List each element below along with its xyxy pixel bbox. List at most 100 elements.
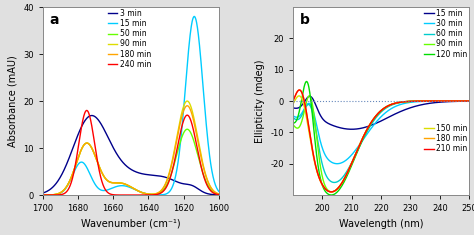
- 210 min: [297, 89, 302, 91]
- 90 min: [216, 193, 222, 196]
- 150 min: [395, 101, 401, 104]
- 180 min: [173, 146, 178, 149]
- Legend: 3 min, 15 min, 50 min, 90 min, 180 min, 240 min: 3 min, 15 min, 50 min, 90 min, 180 min, …: [108, 9, 151, 69]
- 50 min: [184, 128, 190, 131]
- Text: a: a: [50, 13, 59, 27]
- Legend: 150 min, 180 min, 210 min: 150 min, 180 min, 210 min: [424, 124, 467, 153]
- 180 min: [290, 99, 296, 102]
- 90 min: [336, 186, 342, 188]
- 240 min: [71, 171, 77, 174]
- 90 min: [409, 100, 414, 103]
- 240 min: [144, 194, 150, 196]
- 30 min: [394, 104, 400, 107]
- 150 min: [296, 94, 302, 97]
- 15 min: [119, 184, 125, 187]
- 15 min: [71, 171, 77, 174]
- 50 min: [157, 191, 163, 194]
- 120 min: [466, 100, 472, 102]
- 210 min: [466, 100, 472, 102]
- 15 min: [423, 102, 429, 105]
- 90 min: [85, 142, 91, 145]
- 90 min: [322, 183, 328, 186]
- 50 min: [216, 193, 222, 196]
- 15 min: [191, 15, 197, 18]
- 150 min: [423, 100, 429, 102]
- 210 min: [371, 118, 376, 121]
- 90 min: [371, 118, 376, 121]
- 50 min: [40, 194, 46, 196]
- 50 min: [173, 158, 178, 161]
- 60 min: [408, 100, 414, 103]
- 180 min: [328, 191, 334, 193]
- 30 min: [423, 100, 429, 103]
- 60 min: [290, 116, 296, 119]
- 240 min: [216, 193, 222, 196]
- 120 min: [328, 194, 334, 196]
- 240 min: [129, 194, 135, 196]
- 180 min: [371, 118, 376, 121]
- 3 min: [71, 144, 77, 147]
- 180 min: [409, 100, 414, 103]
- 150 min: [466, 100, 472, 102]
- 60 min: [466, 100, 472, 102]
- 150 min: [328, 191, 334, 193]
- 180 min: [119, 182, 125, 185]
- 210 min: [423, 100, 429, 102]
- Line: 180 min: 180 min: [43, 106, 219, 195]
- X-axis label: Wavelength (nm): Wavelength (nm): [339, 219, 423, 229]
- 15 min: [40, 194, 46, 196]
- 150 min: [290, 102, 296, 105]
- 30 min: [370, 125, 376, 127]
- Line: 90 min: 90 min: [293, 96, 469, 192]
- 150 min: [371, 118, 376, 121]
- 60 min: [394, 102, 400, 105]
- 30 min: [290, 114, 296, 117]
- Line: 90 min: 90 min: [43, 101, 219, 195]
- Line: 150 min: 150 min: [293, 96, 469, 192]
- 15 min: [395, 111, 401, 114]
- 90 min: [144, 192, 149, 195]
- 3 min: [144, 173, 150, 176]
- 210 min: [322, 186, 328, 189]
- 60 min: [370, 120, 376, 123]
- Line: 210 min: 210 min: [293, 90, 469, 192]
- 180 min: [466, 100, 472, 102]
- 3 min: [120, 161, 126, 164]
- 180 min: [297, 89, 302, 91]
- 180 min: [85, 142, 91, 145]
- 30 min: [466, 100, 472, 102]
- 60 min: [336, 180, 341, 182]
- 15 min: [371, 123, 376, 126]
- 180 min: [40, 194, 46, 196]
- Line: 15 min: 15 min: [293, 96, 469, 129]
- 15 min: [144, 192, 149, 195]
- 90 min: [423, 100, 429, 102]
- 3 min: [85, 116, 91, 118]
- 90 min: [184, 100, 190, 102]
- 120 min: [336, 189, 342, 192]
- 15 min: [85, 168, 91, 171]
- 120 min: [322, 189, 328, 192]
- 60 min: [423, 100, 429, 102]
- 210 min: [290, 99, 296, 102]
- 90 min: [40, 194, 46, 196]
- 90 min: [395, 101, 401, 104]
- 180 min: [144, 192, 149, 195]
- 15 min: [290, 106, 296, 109]
- 90 min: [119, 182, 125, 185]
- 180 min: [423, 100, 429, 102]
- 30 min: [336, 162, 341, 165]
- 15 min: [322, 119, 328, 122]
- X-axis label: Wavenumber (cm⁻¹): Wavenumber (cm⁻¹): [81, 219, 181, 229]
- 15 min: [466, 100, 472, 102]
- 50 min: [119, 182, 125, 185]
- 90 min: [157, 190, 163, 193]
- 210 min: [328, 191, 334, 193]
- 15 min: [349, 128, 355, 131]
- 240 min: [85, 111, 91, 114]
- 180 min: [184, 104, 190, 107]
- 3 min: [173, 180, 179, 183]
- 15 min: [216, 190, 222, 193]
- Line: 30 min: 30 min: [293, 101, 469, 164]
- 150 min: [336, 186, 342, 188]
